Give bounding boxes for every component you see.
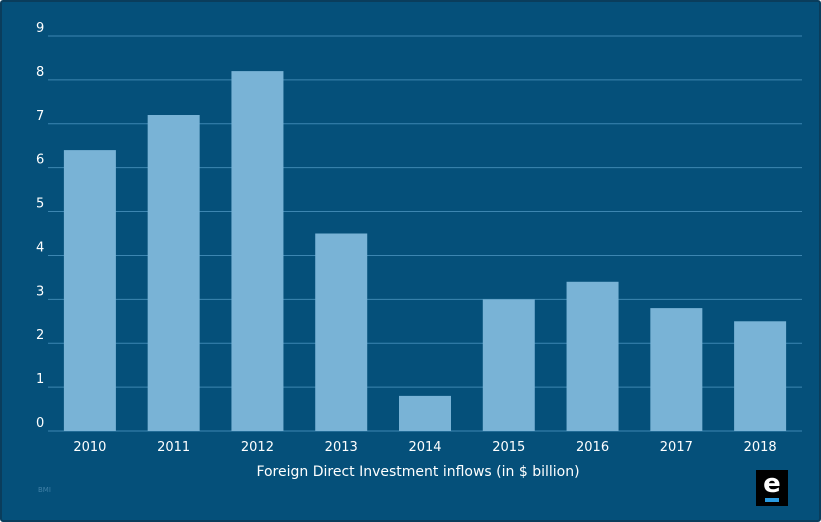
logo-underline-icon: [765, 497, 779, 502]
brand-logo: e: [756, 470, 788, 506]
x-tick-label: 2015: [492, 440, 525, 455]
y-tick-label: 8: [36, 65, 44, 80]
x-tick-label: 2010: [73, 440, 106, 455]
bar-2015: [482, 299, 535, 431]
bar-2011: [147, 115, 200, 431]
x-tick-label: 2011: [157, 440, 190, 455]
bar-2016: [566, 281, 619, 431]
y-tick-label: 2: [36, 328, 44, 343]
x-tick-label: 2016: [576, 440, 609, 455]
y-axis-ticks: 0 1 2 3 4 5 6 7 8 9: [36, 21, 44, 431]
x-axis-label: Foreign Direct Investment inflows (in $ …: [256, 464, 579, 480]
bar-2012: [231, 71, 284, 431]
source-note: BMI: [38, 486, 51, 494]
bar-2014: [399, 395, 451, 431]
y-tick-label: 4: [36, 240, 44, 255]
y-tick-label: 0: [36, 416, 44, 431]
x-tick-label: 2014: [408, 440, 441, 455]
y-tick-label: 9: [36, 21, 44, 36]
y-tick-label: 5: [36, 197, 44, 212]
logo-letter: e: [763, 468, 781, 499]
bar-2010: [63, 150, 116, 431]
y-tick-label: 6: [36, 153, 44, 168]
bar-2017: [650, 308, 703, 431]
y-tick-label: 7: [36, 109, 44, 124]
x-tick-label: 2013: [325, 440, 358, 455]
x-axis-ticks: 2010 2011 2012 2013 2014 2015 2016 2017 2018: [73, 440, 776, 455]
x-tick-label: 2012: [241, 440, 274, 455]
bars: [63, 71, 787, 431]
y-tick-label: 1: [36, 372, 44, 387]
bar-2013: [315, 233, 368, 431]
x-tick-label: 2018: [744, 440, 777, 455]
y-tick-label: 3: [36, 284, 44, 299]
x-tick-label: 2017: [660, 440, 693, 455]
bar-2018: [734, 321, 787, 431]
